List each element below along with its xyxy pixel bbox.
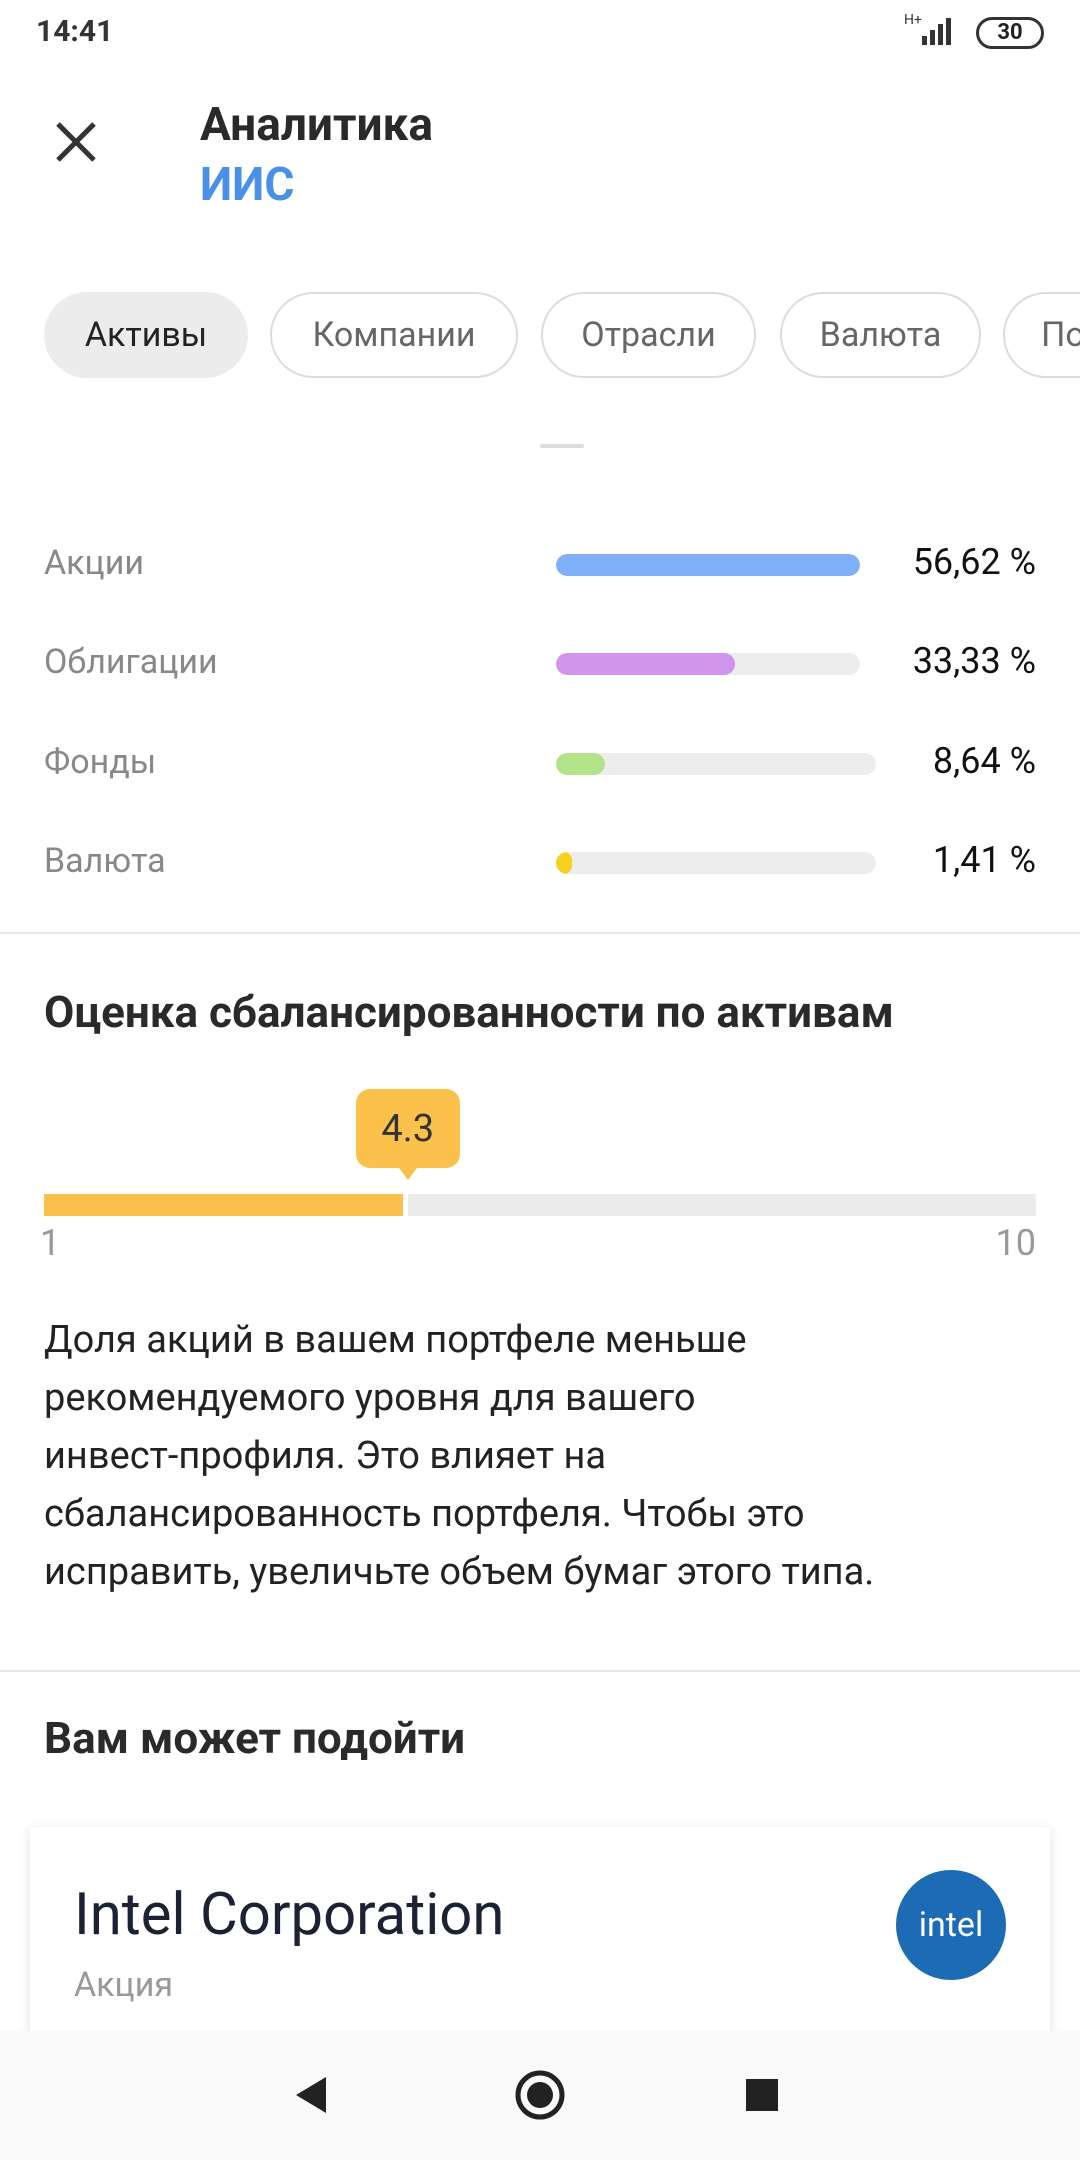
asset-label: Фонды [44,741,157,782]
tab-chip[interactable]: По [1003,292,1080,378]
asset-value: 33,33 % [912,640,1036,683]
score-pointer [395,1164,420,1180]
bar-track [556,851,876,874]
text-line: инвест-профиля. Это влияет на [44,1434,607,1478]
asset-label: Облигации [44,642,218,683]
text-line: сбалансированность портфеля. Чтобы это [44,1492,805,1536]
battery: 30 [976,17,1044,49]
signal-icon [922,18,951,45]
nav-bar [0,2031,1080,2160]
status-network: H+ [904,12,922,28]
scale-min: 1 [40,1222,61,1264]
score-tooltip: 4.3 [355,1089,460,1168]
tab-chip[interactable]: Компании [270,292,518,378]
asset-label: Валюта [44,840,166,881]
nav-icons [296,2070,778,2120]
header-title: Аналитика [200,98,433,152]
slider-fill [44,1194,408,1216]
chart-edge [540,444,584,448]
header-subtitle: ИИС [200,158,295,212]
bar-track [556,653,860,676]
asset-value: 8,64 % [932,739,1036,782]
bar-fill [556,653,735,676]
bar-fill [556,752,605,775]
text-line: Доля акций в вашем портфеле меньше [44,1318,747,1362]
bar-track [556,752,876,775]
status-time: 14:41 [36,14,114,49]
close-button[interactable] [52,118,100,166]
asset-value: 56,62 % [912,541,1036,583]
scale-max: 10 [995,1222,1036,1264]
card-kind: Акция [74,1965,173,2005]
tab-chip[interactable]: Отрасли [541,292,756,378]
divider [0,1670,1080,1672]
card-name: Intel Corporation [74,1881,505,1949]
bar-fill [556,554,860,576]
divider [0,932,1080,934]
bar-track [556,554,860,576]
bar-fill [556,851,572,874]
balance-title: Оценка сбалансированности по активам [44,986,894,1038]
card-logo: intel [896,1870,1006,1980]
text-line: рекомендуемого уровня для вашего [44,1376,696,1420]
tab-chip[interactable]: Валюта [780,292,981,378]
suggestions-title: Вам может подойти [44,1712,466,1764]
asset-value: 1,41 % [932,838,1036,881]
text-line: исправить, увеличьте объем бумаг этого т… [44,1550,875,1594]
tab-chip[interactable]: Активы [44,292,248,378]
asset-label: Акции [44,543,144,583]
